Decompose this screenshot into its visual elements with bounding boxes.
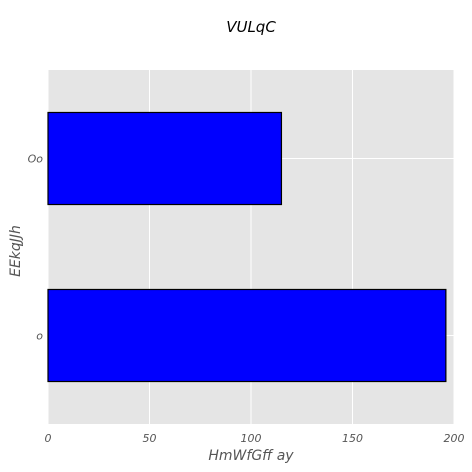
x-tick-label: 0: [45, 432, 52, 445]
x-axis-label: HmWfGff ay: [208, 448, 294, 464]
x-tick-label: 150: [342, 432, 363, 445]
y-axis-label: EEkqJJh: [8, 225, 24, 277]
bar-o: [47, 288, 447, 383]
y-tick-labels: o Oo: [28, 153, 44, 343]
x-tick-labels: 0 50 100 150 200: [45, 432, 465, 445]
y-tick-label: o: [36, 330, 43, 343]
x-tick-label: 50: [143, 432, 157, 445]
bar-oo: [47, 111, 283, 206]
chart-title: VULqC: [226, 18, 276, 36]
y-tick-label: Oo: [28, 153, 44, 166]
x-tick-label: 100: [241, 432, 262, 445]
x-tick-label: 200: [444, 432, 465, 445]
bars: [47, 111, 447, 383]
